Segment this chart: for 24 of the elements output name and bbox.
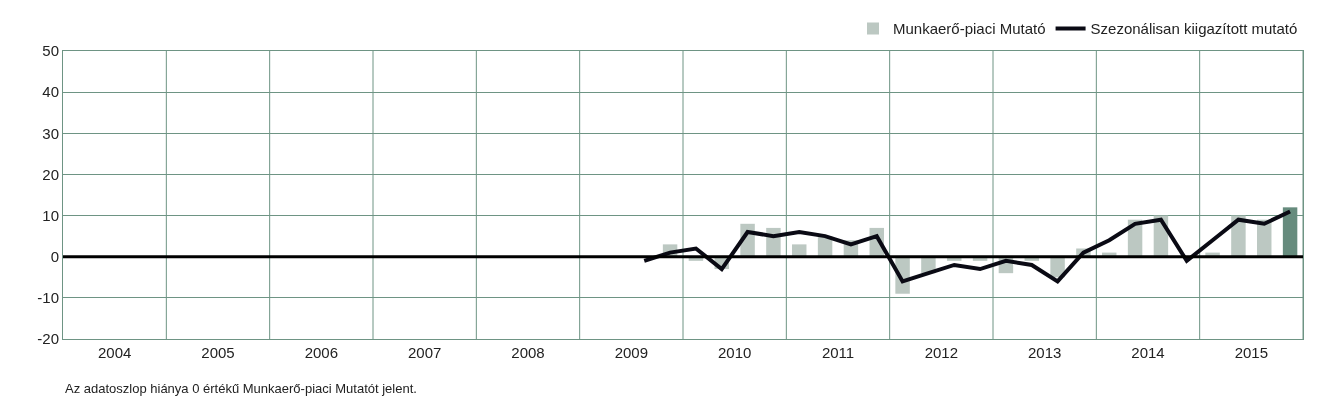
legend-label: Munkaerő-piaci Mutató [893, 20, 1046, 38]
x-tick-label: 2011 [821, 344, 855, 361]
y-tick-label: -10 [37, 289, 59, 307]
y-tick-label: 50 [42, 42, 59, 60]
y-tick-label: 0 [50, 247, 59, 265]
x-tick-label: 2004 [97, 344, 132, 361]
y-tick-label: 30 [42, 124, 59, 142]
x-tick-label: 2008 [511, 344, 545, 361]
x-tick-label: 2009 [614, 344, 649, 361]
y-tick-label: 40 [42, 83, 59, 101]
x-tick-label: 2012 [924, 344, 959, 361]
y-tick-label: 10 [42, 206, 59, 224]
x-tick-label: 2005 [201, 344, 235, 361]
y-tick-label: -20 [37, 330, 59, 348]
x-tick-label: 2015 [1234, 344, 1269, 361]
x-tick-label: 2014 [1131, 344, 1165, 361]
x-tick-label: 2006 [304, 344, 339, 361]
x-tick-label: 2013 [1027, 344, 1062, 361]
line-series [642, 209, 1293, 284]
y-tick-label: 20 [42, 165, 59, 183]
x-tick-label: 2010 [717, 344, 752, 361]
text: Az adatoszlop hiánya 0 értékű Munkaerő-piaci Mutatót jelent. [65, 381, 417, 396]
legend-label: Szezonálisan kiigazított mutató [1090, 20, 1298, 38]
x-tick-label: 2007 [407, 344, 442, 361]
